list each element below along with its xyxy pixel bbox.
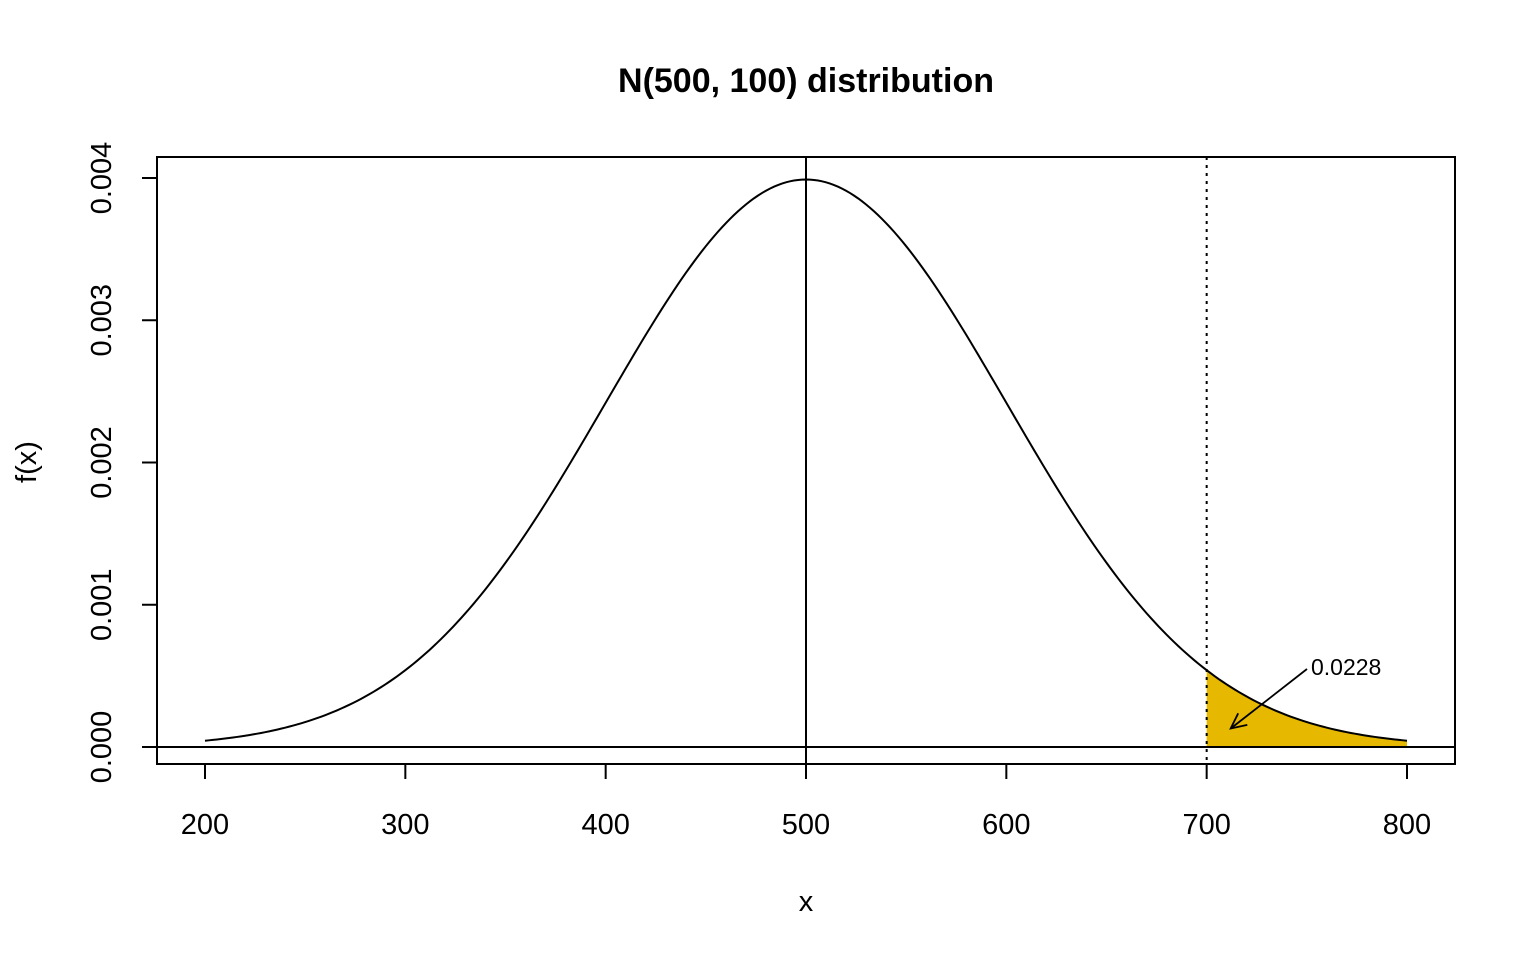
reference-lines bbox=[157, 157, 1455, 764]
annotation-layer: 0.0228 bbox=[1229, 654, 1381, 730]
y-tick-label: 0.003 bbox=[86, 284, 118, 357]
y-axis: 0.000 0.001 0.002 0.003 0.004 bbox=[86, 142, 158, 784]
annotation-arrow bbox=[1230, 668, 1308, 730]
x-tick-label: 300 bbox=[381, 809, 429, 841]
x-tick-label: 600 bbox=[982, 809, 1030, 841]
y-tick-label: 0.001 bbox=[86, 568, 118, 641]
x-tick-label: 500 bbox=[782, 809, 830, 841]
shaded-tail-area bbox=[1206, 670, 1407, 747]
x-axis: 200 300 400 500 600 700 800 bbox=[181, 763, 1431, 841]
y-tick-label: 0.000 bbox=[86, 711, 118, 784]
x-tick-label: 700 bbox=[1182, 809, 1230, 841]
tail-probability-label: 0.0228 bbox=[1311, 654, 1381, 680]
annotation-arrowhead bbox=[1229, 712, 1248, 730]
shaded-tail-layer bbox=[1206, 670, 1407, 747]
y-tick-label: 0.002 bbox=[86, 426, 118, 499]
y-tick-label: 0.004 bbox=[86, 142, 118, 215]
x-tick-label: 800 bbox=[1383, 809, 1431, 841]
x-tick-label: 200 bbox=[181, 809, 229, 841]
x-axis-label: x bbox=[799, 886, 814, 918]
x-tick-label: 400 bbox=[581, 809, 629, 841]
y-axis-label: f(x) bbox=[11, 441, 43, 483]
chart-title: N(500, 100) distribution bbox=[618, 62, 994, 100]
